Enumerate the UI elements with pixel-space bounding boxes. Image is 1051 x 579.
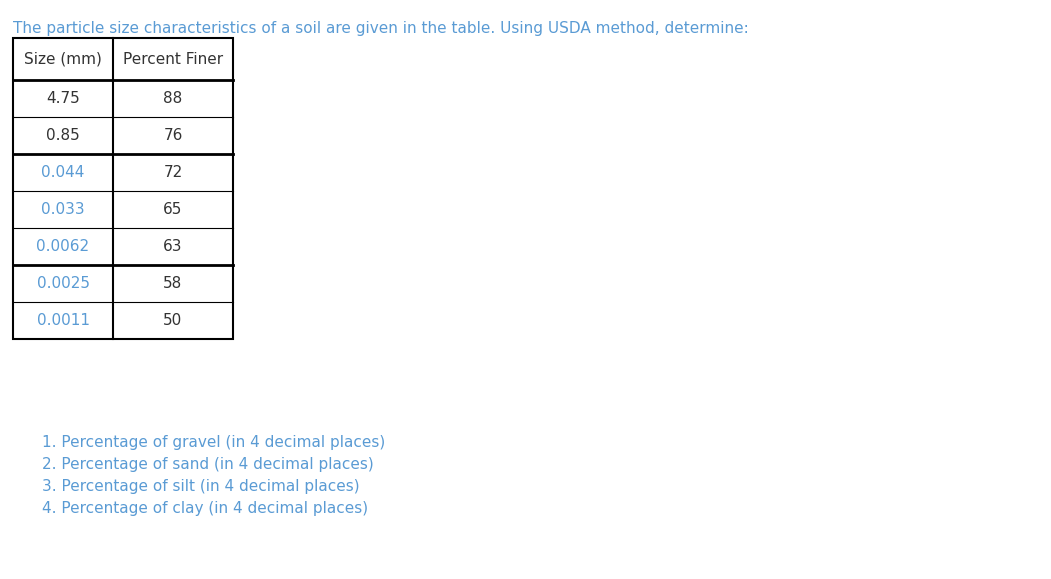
- Text: Size (mm): Size (mm): [24, 52, 102, 67]
- Text: 3. Percentage of silt (in 4 decimal places): 3. Percentage of silt (in 4 decimal plac…: [42, 479, 359, 494]
- Text: 76: 76: [163, 128, 183, 143]
- Text: 63: 63: [163, 239, 183, 254]
- Text: 4. Percentage of clay (in 4 decimal places): 4. Percentage of clay (in 4 decimal plac…: [42, 501, 368, 516]
- Text: 72: 72: [163, 165, 183, 180]
- Text: 0.0025: 0.0025: [37, 276, 89, 291]
- Text: 0.033: 0.033: [41, 202, 85, 217]
- Text: The particle size characteristics of a soil are given in the table. Using USDA m: The particle size characteristics of a s…: [13, 21, 748, 36]
- Text: 2. Percentage of sand (in 4 decimal places): 2. Percentage of sand (in 4 decimal plac…: [42, 457, 374, 472]
- Text: 4.75: 4.75: [46, 91, 80, 106]
- Text: 0.044: 0.044: [41, 165, 85, 180]
- Text: Percent Finer: Percent Finer: [123, 52, 223, 67]
- Text: 65: 65: [163, 202, 183, 217]
- Text: 0.85: 0.85: [46, 128, 80, 143]
- Text: 0.0062: 0.0062: [37, 239, 89, 254]
- Text: 0.0011: 0.0011: [37, 313, 89, 328]
- Text: 50: 50: [163, 313, 183, 328]
- Text: 58: 58: [163, 276, 183, 291]
- Bar: [13, 38, 233, 339]
- Text: 1. Percentage of gravel (in 4 decimal places): 1. Percentage of gravel (in 4 decimal pl…: [42, 435, 386, 450]
- Text: 88: 88: [163, 91, 183, 106]
